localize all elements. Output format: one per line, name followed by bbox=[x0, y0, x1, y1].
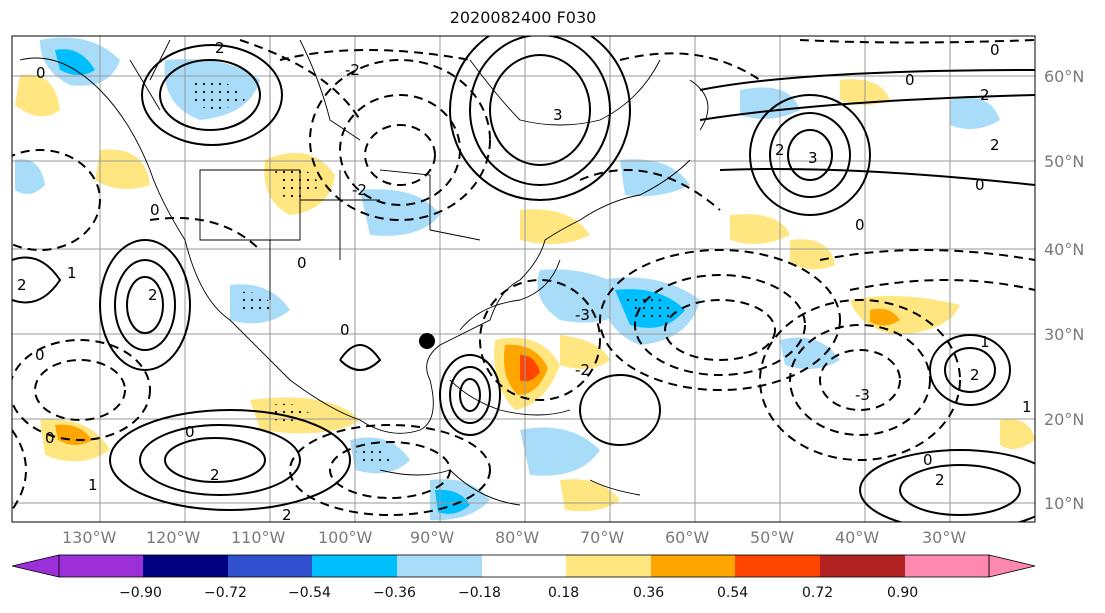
contour-label: 1 bbox=[88, 476, 98, 494]
lat-label: 20°N bbox=[1044, 410, 1085, 429]
lon-label: 30°W bbox=[922, 528, 967, 547]
colorbar-tick-label: −0.18 bbox=[458, 585, 501, 601]
contour-label: 2 bbox=[775, 141, 785, 159]
colorbar-tick-label: 0.72 bbox=[802, 585, 834, 601]
colorbar-tick-label: 0.18 bbox=[548, 585, 580, 601]
contour-label: 1 bbox=[67, 264, 77, 282]
map-plot-area: 0 2 -2 3 -2 2 3 0 0 2 2 0 0 0 0 2 2 -3 -… bbox=[12, 36, 1035, 524]
contour-label: 2 bbox=[215, 39, 225, 57]
colorbar-tick-label: 0.90 bbox=[887, 585, 919, 601]
negative-contours bbox=[12, 39, 1035, 516]
contour-label: 2 bbox=[990, 136, 1000, 154]
colorbar-tick-label: −0.72 bbox=[204, 585, 247, 601]
lon-label: 70°W bbox=[580, 528, 625, 547]
lat-label: 10°N bbox=[1044, 494, 1085, 513]
contour-label: 0 bbox=[340, 321, 350, 339]
contour-label: 2 bbox=[980, 86, 990, 104]
contour-label: 0 bbox=[855, 216, 865, 234]
lon-label: 40°W bbox=[835, 528, 880, 547]
map-frame bbox=[11, 35, 1036, 523]
contour-label: 0 bbox=[35, 346, 45, 364]
storm-center-marker bbox=[419, 333, 435, 349]
contour-label: 0 bbox=[975, 176, 985, 194]
contour-label: 0 bbox=[905, 71, 915, 89]
contour-label: -2 bbox=[352, 181, 367, 199]
contour-label: 0 bbox=[185, 423, 195, 441]
contour-label: 0 bbox=[923, 451, 933, 469]
contour-label: 1 bbox=[980, 333, 990, 351]
contour-label: -2 bbox=[575, 361, 590, 379]
contour-label: 2 bbox=[282, 506, 292, 524]
contour-label: -3 bbox=[855, 386, 870, 404]
contour-labels: 0 2 -2 3 -2 2 3 0 0 2 2 0 0 0 0 2 2 -3 -… bbox=[17, 39, 1032, 524]
lon-label: 110°W bbox=[231, 528, 286, 547]
colorbar-tick-label: −0.54 bbox=[288, 585, 331, 601]
contour-label: 3 bbox=[553, 106, 563, 124]
contour-label: 0 bbox=[297, 254, 307, 272]
contour-label: 1 bbox=[1022, 398, 1032, 416]
lon-label: 120°W bbox=[146, 528, 201, 547]
colorbar-tick-label: −0.36 bbox=[373, 585, 416, 601]
colorbar-tick-label: −0.90 bbox=[119, 585, 162, 601]
contour-label: 2 bbox=[970, 366, 980, 384]
contour-label: -3 bbox=[575, 306, 590, 324]
contour-label: 0 bbox=[45, 429, 55, 447]
contour-label: 2 bbox=[148, 286, 158, 304]
lon-label: 90°W bbox=[410, 528, 455, 547]
lon-label: 60°W bbox=[665, 528, 710, 547]
lon-label: 100°W bbox=[318, 528, 373, 547]
contour-label: 0 bbox=[36, 64, 46, 82]
positive-contours bbox=[12, 36, 1035, 522]
contour-label: 0 bbox=[990, 41, 1000, 59]
lat-label: 30°N bbox=[1044, 325, 1085, 344]
colorbar bbox=[11, 554, 1036, 578]
colorbar-tick-label: 0.54 bbox=[717, 585, 749, 601]
contour-label: 2 bbox=[935, 471, 945, 489]
lat-label: 50°N bbox=[1044, 152, 1085, 171]
contour-label: 0 bbox=[150, 201, 160, 219]
lon-label: 80°W bbox=[495, 528, 540, 547]
colorbar-tick-label: 0.36 bbox=[633, 585, 665, 601]
contour-label: -2 bbox=[345, 61, 360, 79]
contour-label: 2 bbox=[17, 276, 27, 294]
contour-label: 3 bbox=[808, 149, 818, 167]
map-title: 2020082400 F030 bbox=[449, 8, 597, 27]
anomaly-shading bbox=[15, 37, 1035, 521]
lon-label: 130°W bbox=[62, 528, 117, 547]
lat-label: 60°N bbox=[1044, 67, 1085, 86]
lat-label: 40°N bbox=[1044, 240, 1085, 259]
lon-label: 50°W bbox=[750, 528, 795, 547]
contour-label: 2 bbox=[210, 466, 220, 484]
